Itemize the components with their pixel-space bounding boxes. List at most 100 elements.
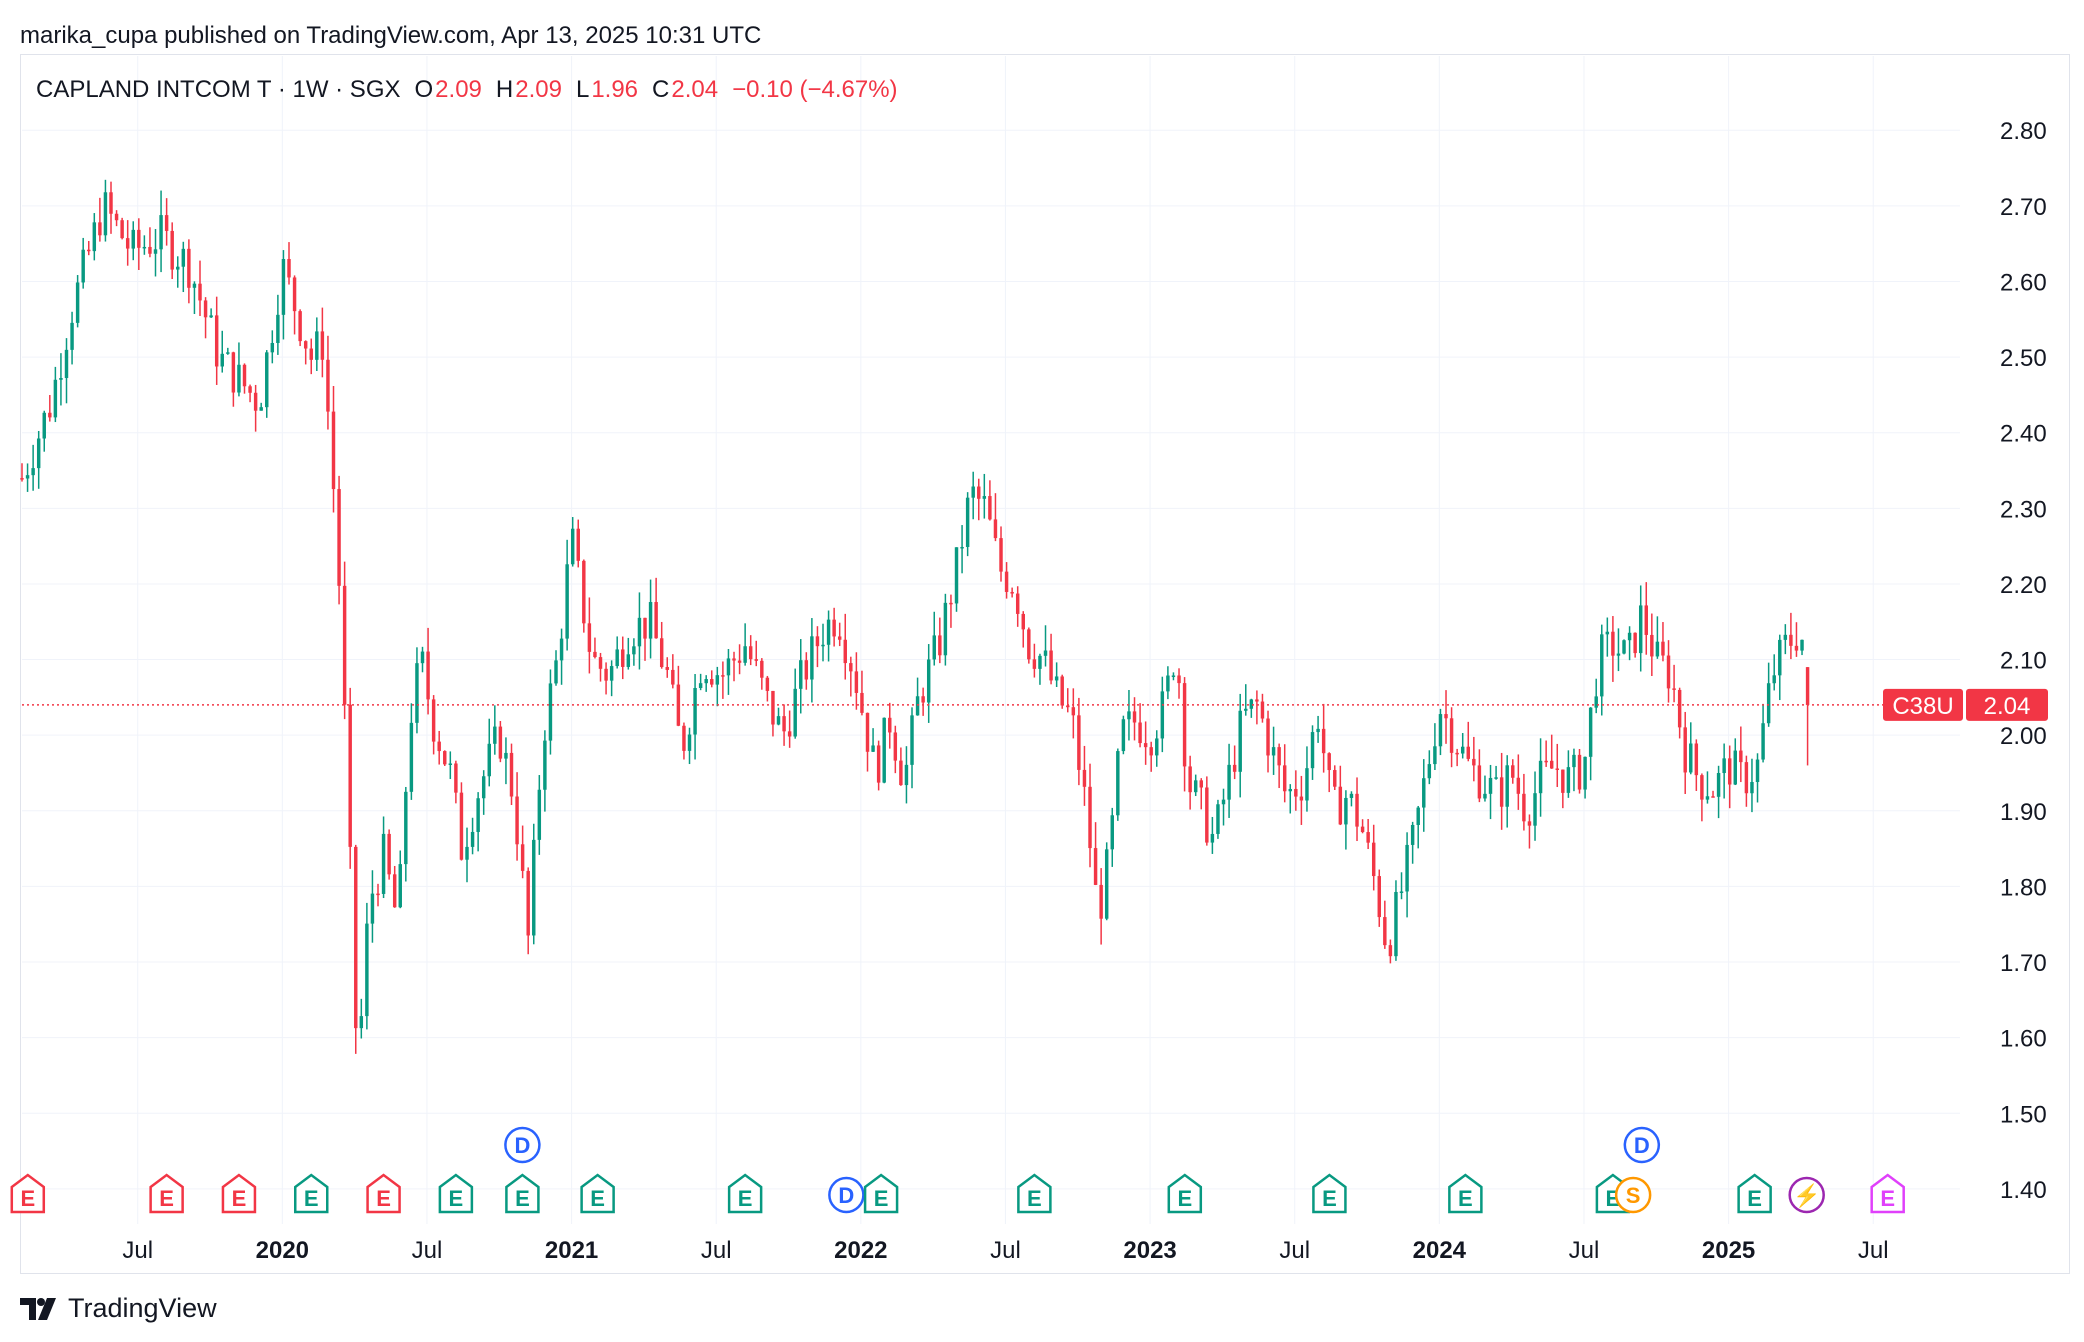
dividend-marker-label: D bbox=[838, 1183, 854, 1208]
y-tick-label: 2.30 bbox=[2000, 496, 2047, 523]
candle-body bbox=[1472, 758, 1476, 766]
candle-body bbox=[404, 791, 408, 865]
candle-body bbox=[454, 763, 458, 793]
low-value-group: L 1.96 bbox=[576, 76, 638, 104]
high-value: 2.09 bbox=[515, 76, 562, 103]
candle-body bbox=[1789, 634, 1793, 646]
earnings-marker-icon bbox=[727, 1173, 763, 1214]
earnings-marker-label: E bbox=[590, 1186, 605, 1211]
candle-body bbox=[331, 411, 336, 490]
candle-body bbox=[1449, 718, 1454, 753]
earnings-marker-label: E bbox=[376, 1186, 391, 1211]
earnings-marker-icon bbox=[505, 1173, 540, 1214]
earnings-marker-icon bbox=[438, 1173, 474, 1214]
candle-body bbox=[654, 602, 658, 639]
y-tick-label: 2.20 bbox=[2000, 572, 2047, 599]
candle-body bbox=[376, 893, 380, 896]
candle-body bbox=[1121, 719, 1126, 752]
candle-body bbox=[409, 722, 414, 792]
candle-body bbox=[821, 644, 825, 647]
candle-body bbox=[220, 353, 224, 367]
x-tick-label: Jul bbox=[122, 1237, 153, 1264]
candle-body bbox=[621, 649, 625, 667]
candle-body bbox=[999, 538, 1003, 572]
candle-body bbox=[732, 658, 736, 661]
candle-body bbox=[354, 846, 358, 1029]
close-value-group: C 2.04 bbox=[652, 76, 718, 104]
event-marker-label: ⚡ bbox=[1793, 1183, 1820, 1209]
candle-body bbox=[815, 636, 820, 647]
candle-body bbox=[1255, 699, 1259, 702]
candle-body bbox=[176, 266, 180, 270]
candle-body bbox=[1310, 732, 1315, 769]
candle-body bbox=[415, 663, 419, 723]
candle-body bbox=[899, 760, 903, 786]
candle-body bbox=[1238, 710, 1242, 772]
x-tick-label: Jul bbox=[1569, 1237, 1600, 1264]
candle-body bbox=[704, 679, 708, 684]
candle-body bbox=[1755, 759, 1760, 783]
open-label: O bbox=[414, 76, 434, 103]
candle-body bbox=[565, 564, 569, 639]
candle-body bbox=[398, 864, 402, 908]
candle-body bbox=[359, 1016, 364, 1029]
candle-body bbox=[1338, 786, 1343, 825]
event-markers[interactable]: E E E E E EDE E E D E E E E EDE S E ⚡ E bbox=[10, 1126, 1905, 1214]
candle-body bbox=[1778, 639, 1782, 676]
y-tick-label: 2.70 bbox=[2000, 194, 2047, 221]
candle-body bbox=[1166, 675, 1170, 692]
candle-body bbox=[982, 496, 987, 499]
candle-body bbox=[554, 660, 558, 684]
candle-body bbox=[904, 764, 909, 786]
candle-body bbox=[392, 874, 397, 908]
candle-body bbox=[643, 617, 647, 639]
candle-body bbox=[637, 617, 642, 647]
candle-body bbox=[381, 833, 386, 894]
x-tick-label: Jul bbox=[1858, 1237, 1889, 1264]
candle-body bbox=[965, 497, 970, 547]
candle-body bbox=[320, 331, 325, 360]
candle-body bbox=[1066, 705, 1070, 708]
candle-body bbox=[1149, 747, 1153, 756]
candle-body bbox=[214, 315, 219, 367]
candle-body bbox=[632, 646, 636, 655]
candle-body bbox=[1577, 754, 1582, 790]
candle-body bbox=[587, 623, 592, 652]
candle-body bbox=[1049, 650, 1053, 681]
candle-body bbox=[1271, 747, 1276, 756]
symbol-legend[interactable]: CAPLAND INTCOM T · 1W · SGX O 2.09 H 2.09 … bbox=[36, 76, 898, 104]
candle-body bbox=[1805, 667, 1810, 705]
earnings-marker-label: E bbox=[515, 1186, 530, 1211]
candle-body bbox=[98, 222, 102, 236]
candle-body bbox=[1288, 788, 1292, 792]
candle-body bbox=[1355, 793, 1359, 827]
candle-body bbox=[281, 259, 286, 315]
candle-body bbox=[1221, 799, 1226, 805]
candle-body bbox=[303, 341, 308, 349]
candle-body bbox=[1494, 777, 1498, 779]
candle-body bbox=[1750, 782, 1754, 794]
candle-body bbox=[1405, 844, 1409, 892]
candle-body bbox=[1110, 815, 1114, 850]
candle-body bbox=[771, 690, 775, 725]
earnings-marker-icon bbox=[1448, 1173, 1483, 1214]
candle-body bbox=[971, 486, 975, 498]
candle-body bbox=[1015, 593, 1020, 614]
tradingview-logo[interactable]: TradingView bbox=[20, 1293, 217, 1324]
close-value: 2.04 bbox=[671, 76, 719, 103]
candle-body bbox=[1321, 728, 1326, 754]
earnings-marker-label: E bbox=[1458, 1186, 1473, 1211]
candle-body bbox=[1127, 711, 1131, 720]
candle-body bbox=[337, 489, 341, 586]
candle-body bbox=[309, 348, 313, 360]
high-label: H bbox=[495, 76, 514, 103]
candle-body bbox=[164, 215, 169, 231]
candle-body bbox=[849, 663, 853, 672]
candle-body bbox=[1716, 773, 1721, 797]
candle-body bbox=[1794, 645, 1799, 651]
candle-body bbox=[120, 220, 124, 239]
earnings-marker-label: E bbox=[449, 1186, 464, 1211]
candle-body bbox=[1661, 641, 1665, 656]
candle-body bbox=[137, 229, 141, 248]
